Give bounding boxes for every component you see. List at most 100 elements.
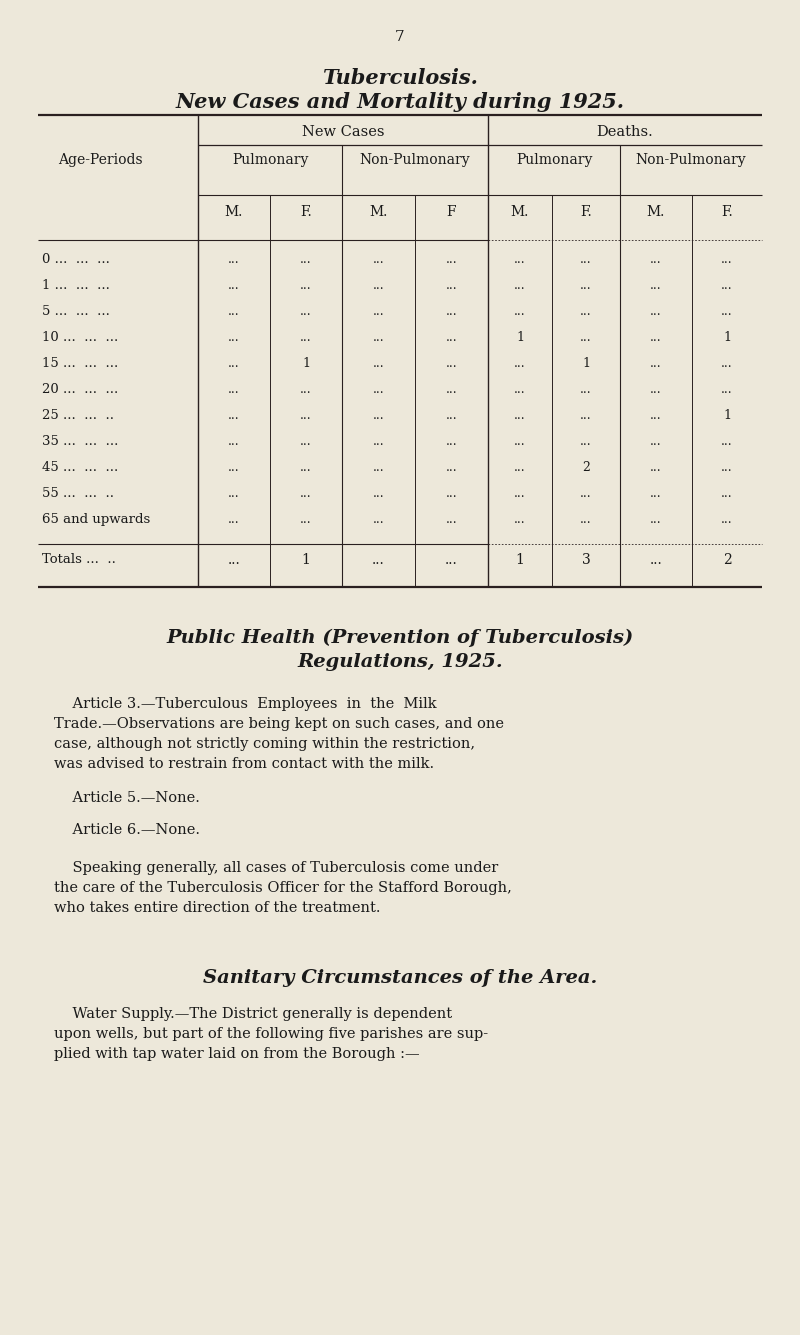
Text: M.: M. — [370, 206, 388, 219]
Text: ...: ... — [650, 513, 662, 526]
Text: F.: F. — [300, 206, 312, 219]
Text: M.: M. — [647, 206, 665, 219]
Text: ...: ... — [650, 461, 662, 474]
Text: ...: ... — [650, 356, 662, 370]
Text: was advised to restrain from contact with the milk.: was advised to restrain from contact wit… — [54, 757, 434, 772]
Text: ...: ... — [650, 279, 662, 292]
Text: ...: ... — [446, 304, 458, 318]
Text: ...: ... — [721, 279, 733, 292]
Text: Article 5.—None.: Article 5.—None. — [54, 792, 200, 805]
Text: M.: M. — [225, 206, 243, 219]
Text: ...: ... — [446, 254, 458, 266]
Text: ...: ... — [300, 409, 312, 422]
Text: ...: ... — [373, 331, 384, 344]
Text: 25 ...  ...  ..: 25 ... ... .. — [42, 409, 114, 422]
Text: ...: ... — [721, 254, 733, 266]
Text: ...: ... — [514, 409, 526, 422]
Text: ...: ... — [373, 513, 384, 526]
Text: 35 ...  ...  ...: 35 ... ... ... — [42, 435, 118, 449]
Text: 3: 3 — [582, 553, 590, 567]
Text: ...: ... — [228, 383, 240, 396]
Text: 1: 1 — [302, 553, 310, 567]
Text: 1: 1 — [516, 331, 524, 344]
Text: ...: ... — [514, 487, 526, 501]
Text: 65 and upwards: 65 and upwards — [42, 513, 150, 526]
Text: ...: ... — [650, 383, 662, 396]
Text: ...: ... — [372, 553, 385, 567]
Text: Non-Pulmonary: Non-Pulmonary — [636, 154, 746, 167]
Text: Water Supply.—The District generally is dependent: Water Supply.—The District generally is … — [54, 1007, 452, 1021]
Text: F.: F. — [580, 206, 592, 219]
Text: ...: ... — [580, 279, 592, 292]
Text: ...: ... — [446, 513, 458, 526]
Text: ...: ... — [721, 461, 733, 474]
Text: ...: ... — [228, 304, 240, 318]
Text: 1: 1 — [723, 331, 731, 344]
Text: ...: ... — [721, 304, 733, 318]
Text: ...: ... — [445, 553, 458, 567]
Text: ...: ... — [228, 553, 240, 567]
Text: 20 ...  ...  ...: 20 ... ... ... — [42, 383, 118, 396]
Text: ...: ... — [228, 487, 240, 501]
Text: ...: ... — [580, 409, 592, 422]
Text: New Cases and Mortality during 1925.: New Cases and Mortality during 1925. — [175, 92, 625, 112]
Text: the care of the Tuberculosis Officer for the Stafford Borough,: the care of the Tuberculosis Officer for… — [54, 881, 512, 894]
Text: 1: 1 — [723, 409, 731, 422]
Text: ...: ... — [300, 461, 312, 474]
Text: ...: ... — [300, 279, 312, 292]
Text: ...: ... — [373, 435, 384, 449]
Text: ...: ... — [514, 356, 526, 370]
Text: 0 ...  ...  ...: 0 ... ... ... — [42, 254, 110, 266]
Text: ...: ... — [514, 254, 526, 266]
Text: ...: ... — [514, 513, 526, 526]
Text: Tuberculosis.: Tuberculosis. — [322, 68, 478, 88]
Text: Deaths.: Deaths. — [597, 125, 654, 139]
Text: ...: ... — [650, 254, 662, 266]
Text: ...: ... — [228, 461, 240, 474]
Text: ...: ... — [580, 487, 592, 501]
Text: ...: ... — [228, 435, 240, 449]
Text: ...: ... — [228, 356, 240, 370]
Text: ...: ... — [228, 513, 240, 526]
Text: ...: ... — [514, 383, 526, 396]
Text: ...: ... — [721, 383, 733, 396]
Text: New Cases: New Cases — [302, 125, 384, 139]
Text: Trade.—Observations are being kept on such cases, and one: Trade.—Observations are being kept on su… — [54, 717, 504, 732]
Text: ...: ... — [514, 304, 526, 318]
Text: ...: ... — [446, 279, 458, 292]
Text: ...: ... — [373, 254, 384, 266]
Text: ...: ... — [580, 304, 592, 318]
Text: F.: F. — [721, 206, 733, 219]
Text: ...: ... — [514, 279, 526, 292]
Text: Sanitary Circumstances of the Area.: Sanitary Circumstances of the Area. — [203, 969, 597, 987]
Text: ...: ... — [300, 435, 312, 449]
Text: 2: 2 — [582, 461, 590, 474]
Text: ...: ... — [580, 383, 592, 396]
Text: 1: 1 — [582, 356, 590, 370]
Text: ...: ... — [300, 254, 312, 266]
Text: plied with tap water laid on from the Borough :—: plied with tap water laid on from the Bo… — [54, 1047, 420, 1061]
Text: ...: ... — [300, 331, 312, 344]
Text: ...: ... — [228, 254, 240, 266]
Text: ...: ... — [650, 487, 662, 501]
Text: Speaking generally, all cases of Tuberculosis come under: Speaking generally, all cases of Tubercu… — [54, 861, 498, 874]
Text: ...: ... — [650, 304, 662, 318]
Text: ...: ... — [580, 331, 592, 344]
Text: ...: ... — [446, 356, 458, 370]
Text: who takes entire direction of the treatment.: who takes entire direction of the treatm… — [54, 901, 381, 914]
Text: upon wells, but part of the following five parishes are sup-: upon wells, but part of the following fi… — [54, 1027, 488, 1041]
Text: ...: ... — [300, 513, 312, 526]
Text: 15 ...  ...  ...: 15 ... ... ... — [42, 356, 118, 370]
Text: ...: ... — [580, 435, 592, 449]
Text: Pulmonary: Pulmonary — [516, 154, 592, 167]
Text: 1: 1 — [515, 553, 525, 567]
Text: ...: ... — [650, 553, 662, 567]
Text: ...: ... — [650, 409, 662, 422]
Text: ...: ... — [373, 383, 384, 396]
Text: 2: 2 — [722, 553, 731, 567]
Text: ...: ... — [446, 461, 458, 474]
Text: ...: ... — [446, 409, 458, 422]
Text: ...: ... — [580, 513, 592, 526]
Text: ...: ... — [373, 356, 384, 370]
Text: ...: ... — [300, 304, 312, 318]
